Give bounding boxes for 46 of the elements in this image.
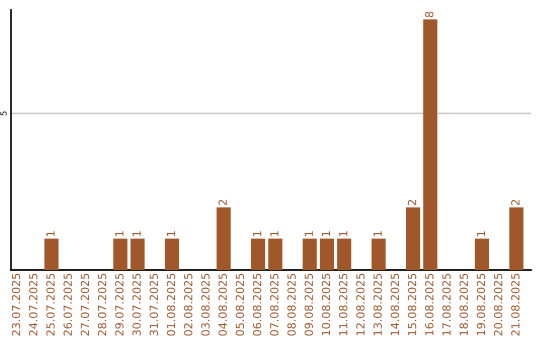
x-tick-label: 04.08.2025 xyxy=(218,274,227,336)
data-label: 1 xyxy=(374,231,382,236)
x-tick-label: 09.08.2025 xyxy=(304,274,313,336)
x-tick-label: 07.08.2025 xyxy=(270,274,279,336)
x-tick-label: 05.08.2025 xyxy=(236,274,244,336)
x-tick-label: 03.08.2025 xyxy=(201,274,210,336)
data-label: 1 xyxy=(253,231,262,236)
data-label: 1 xyxy=(339,231,348,236)
data-label: 2 xyxy=(511,200,520,206)
data-label: 1 xyxy=(132,231,141,236)
data-label: 2 xyxy=(408,200,416,206)
x-tick-label: 16.08.2025 xyxy=(425,274,434,336)
data-label: 8 xyxy=(425,12,434,18)
data-label: 1 xyxy=(115,231,124,236)
x-tick-label: 26.07.2025 xyxy=(64,274,72,336)
x-tick-label: 23.07.2025 xyxy=(12,274,20,336)
x-tick-label: 11.08.2025 xyxy=(339,274,348,336)
x-tick-label: 17.08.2025 xyxy=(442,274,451,336)
x-tick-label: 29.07.2025 xyxy=(115,274,124,336)
x-tick-label: 19.08.2025 xyxy=(476,274,486,336)
x-tick-label: 02.08.2025 xyxy=(184,274,192,336)
x-tick-label: 08.08.2025 xyxy=(287,274,296,336)
x-tick-label: 20.08.2025 xyxy=(494,274,502,336)
x-tick-label: 01.08.2025 xyxy=(166,274,176,336)
data-label: 2 xyxy=(218,200,227,206)
y-tick-label: 5 xyxy=(0,111,7,116)
x-tick-label: 12.08.2025 xyxy=(356,274,365,336)
x-tick-label: 06.08.2025 xyxy=(252,274,262,336)
x-tick-label: 25.07.2025 xyxy=(46,274,55,336)
x-tick-label: 31.07.2025 xyxy=(150,274,158,336)
x-tick-label: 13.08.2025 xyxy=(373,274,382,336)
data-label: 1 xyxy=(270,231,278,236)
data-label: 1 xyxy=(476,231,485,236)
x-tick-label: 28.07.2025 xyxy=(98,274,106,336)
x-tick-label: 24.07.2025 xyxy=(29,274,38,336)
x-tick-label: 14.08.2025 xyxy=(390,274,400,336)
x-tick-label: 10.08.2025 xyxy=(322,274,330,336)
x-tick-label: 30.07.2025 xyxy=(132,274,141,336)
data-label: 1 xyxy=(322,231,330,236)
data-label: 1 xyxy=(166,231,176,236)
x-tick-label: 15.08.2025 xyxy=(408,274,416,336)
x-tick-label: 27.07.2025 xyxy=(80,274,90,336)
data-label: 1 xyxy=(46,231,55,236)
x-tick-label: 18.08.2025 xyxy=(460,274,468,336)
x-tick-label: 21.08.2025 xyxy=(511,274,520,336)
data-label: 1 xyxy=(304,231,313,236)
